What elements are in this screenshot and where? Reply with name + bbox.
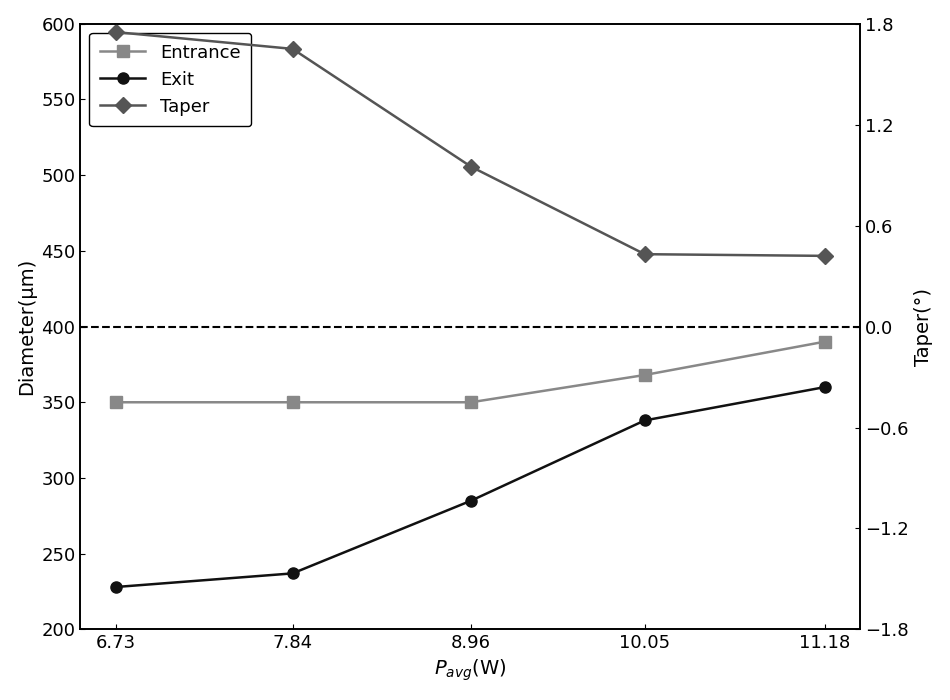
- X-axis label: $P_{avg}$(W): $P_{avg}$(W): [434, 658, 506, 683]
- Legend: Entrance, Exit, Taper: Entrance, Exit, Taper: [89, 33, 251, 127]
- Y-axis label: Taper(°): Taper(°): [914, 288, 933, 365]
- Line: Exit: Exit: [110, 382, 830, 593]
- Taper: [466, 162, 477, 171]
- Y-axis label: Diameter(μm): Diameter(μm): [17, 258, 36, 396]
- Exit: [819, 383, 830, 391]
- Entrance: [287, 398, 298, 407]
- Taper: [639, 250, 651, 258]
- Taper: [110, 28, 122, 36]
- Taper: [287, 45, 298, 53]
- Exit: [466, 496, 477, 505]
- Entrance: [466, 398, 477, 407]
- Exit: [110, 583, 122, 592]
- Entrance: [639, 371, 651, 379]
- Exit: [639, 416, 651, 425]
- Taper: [819, 252, 830, 260]
- Exit: [287, 569, 298, 577]
- Entrance: [110, 398, 122, 407]
- Entrance: [819, 337, 830, 346]
- Line: Taper: Taper: [110, 27, 830, 261]
- Line: Entrance: Entrance: [110, 336, 830, 408]
